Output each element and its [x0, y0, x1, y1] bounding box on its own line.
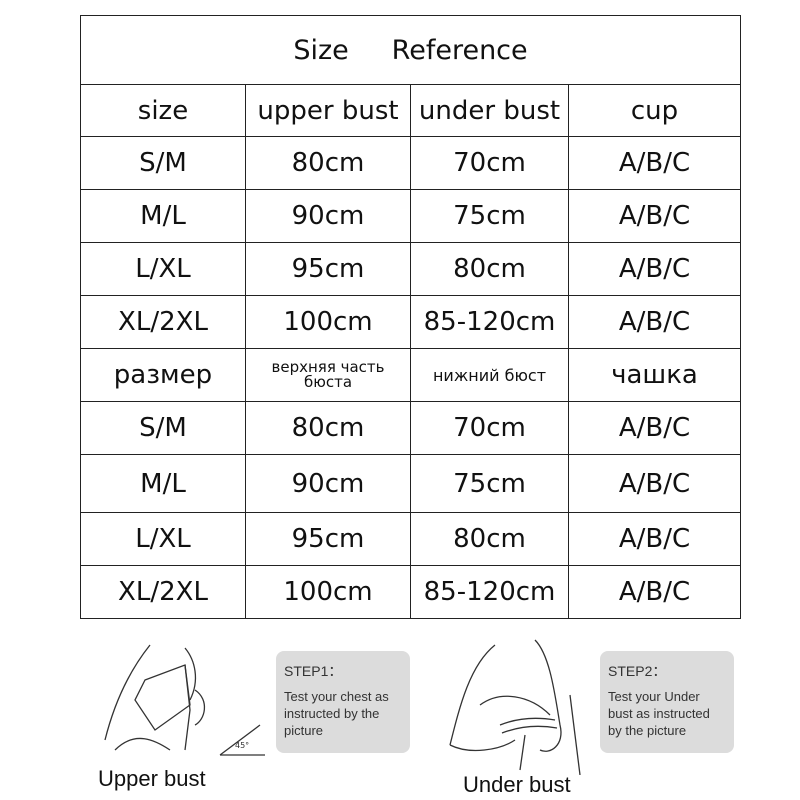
step1-text: Test your chest as instructed by the pic… — [284, 689, 389, 738]
step1-card: STEP1： Test your chest as instructed by … — [276, 651, 410, 753]
table-row: S/M 80cm 70cm A/B/C — [80, 136, 741, 190]
cell: 80cm — [245, 401, 411, 455]
cell: 90cm — [245, 189, 411, 243]
cell: A/B/C — [568, 242, 741, 296]
angle-label: 45° — [235, 741, 249, 750]
table-row: XL/2XL 100cm 85-120cm A/B/C — [80, 295, 741, 349]
cell: 80cm — [410, 242, 569, 296]
header-row-en: size upper bust under bust cup — [80, 84, 741, 137]
step1-heading: STEP1： — [284, 663, 343, 679]
header-cell: upper bust — [245, 84, 411, 137]
cell: S/M — [80, 136, 246, 190]
header-cell: чашка — [568, 348, 741, 402]
cell: M/L — [80, 189, 246, 243]
step2-card: STEP2： Test your Under bust as instructe… — [600, 651, 734, 753]
cell: 70cm — [410, 401, 569, 455]
upper-bust-caption: Upper bust — [98, 766, 206, 791]
step2-heading: STEP2： — [608, 663, 667, 679]
cell: M/L — [80, 454, 246, 513]
table-row: L/XL 95cm 80cm A/B/C — [80, 512, 741, 566]
cell: XL/2XL — [80, 565, 246, 619]
upper-bust-illustration: 45° — [104, 644, 265, 756]
header-cell: размер — [80, 348, 246, 402]
cell: A/B/C — [568, 189, 741, 243]
header-row-ru: размер верхняя часть бюста нижний бюст ч… — [80, 348, 741, 402]
table-title: Size Reference — [80, 15, 741, 85]
table-row: XL/2XL 100cm 85-120cm A/B/C — [80, 565, 741, 619]
cell: 85-120cm — [410, 565, 569, 619]
header-cell: under bust — [410, 84, 569, 137]
cell: 95cm — [245, 512, 411, 566]
cell: A/B/C — [568, 401, 741, 455]
cell: A/B/C — [568, 454, 741, 513]
cell: A/B/C — [568, 512, 741, 566]
under-bust-illustration — [449, 639, 581, 775]
cell: A/B/C — [568, 565, 741, 619]
cell: 75cm — [410, 189, 569, 243]
header-cell: cup — [568, 84, 741, 137]
under-bust-caption: Under bust — [463, 772, 571, 797]
table-row: M/L 90cm 75cm A/B/C — [80, 454, 741, 513]
cell: 80cm — [245, 136, 411, 190]
cell: S/M — [80, 401, 246, 455]
table-row: M/L 90cm 75cm A/B/C — [80, 189, 741, 243]
cell: 70cm — [410, 136, 569, 190]
cell: 100cm — [245, 565, 411, 619]
table-row: S/M 80cm 70cm A/B/C — [80, 401, 741, 455]
header-cell: верхняя часть бюста — [245, 348, 411, 402]
cell: XL/2XL — [80, 295, 246, 349]
step2-text: Test your Under bust as instructed by th… — [608, 689, 710, 738]
header-cell: size — [80, 84, 246, 137]
cell: 80cm — [410, 512, 569, 566]
header-cell: нижний бюст — [410, 348, 569, 402]
cell: L/XL — [80, 512, 246, 566]
size-reference-table: Size Reference size upper bust under bus… — [80, 15, 741, 619]
cell: L/XL — [80, 242, 246, 296]
cell: 75cm — [410, 454, 569, 513]
cell: 90cm — [245, 454, 411, 513]
cell: 85-120cm — [410, 295, 569, 349]
cell: A/B/C — [568, 136, 741, 190]
cell: A/B/C — [568, 295, 741, 349]
cell: 100cm — [245, 295, 411, 349]
table-row: L/XL 95cm 80cm A/B/C — [80, 242, 741, 296]
cell: 95cm — [245, 242, 411, 296]
